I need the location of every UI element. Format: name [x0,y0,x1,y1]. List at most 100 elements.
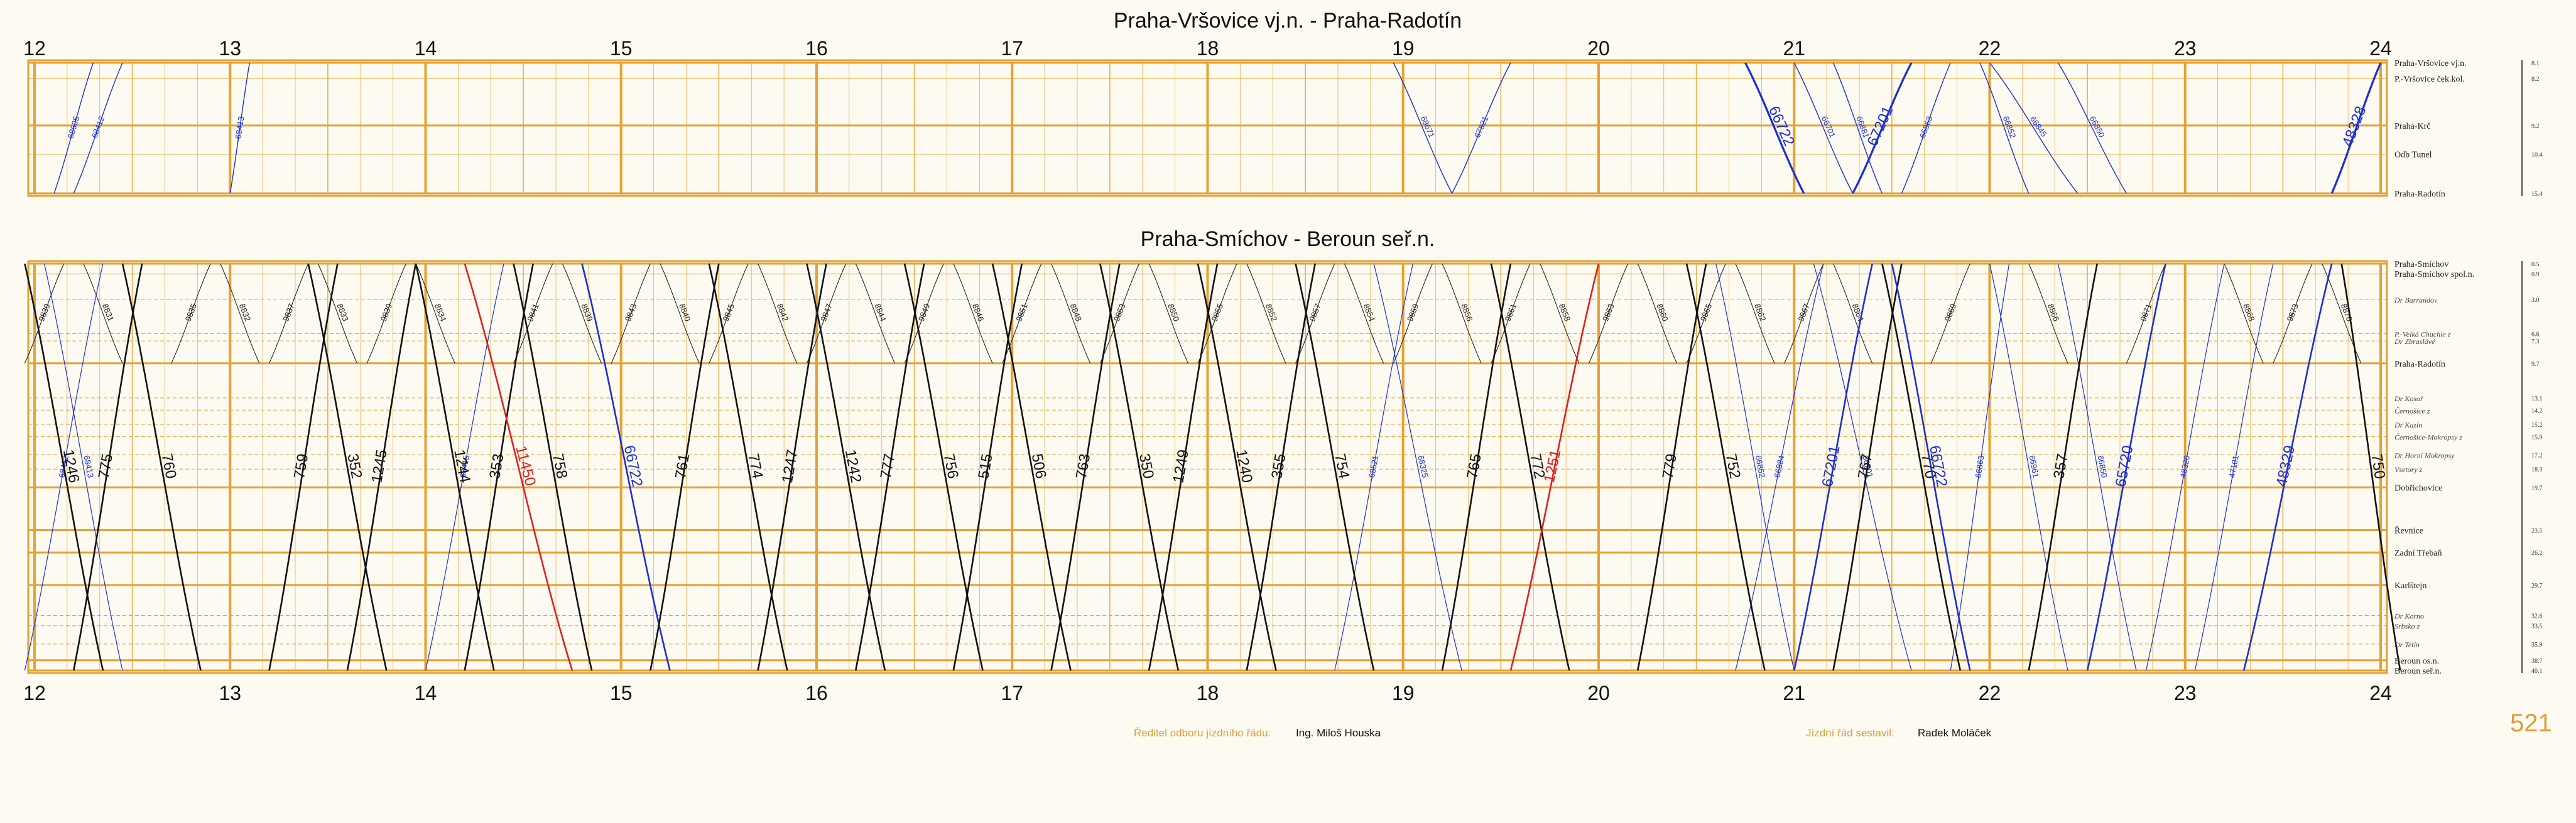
d2-train-path [1197,263,1277,671]
d2-station-km: 14.2 [2531,407,2543,414]
hour-label-bottom: 14 [415,682,437,704]
d2-station-km: 19.7 [2531,485,2543,492]
d2-train-path-label: 779 [1660,453,1680,480]
d2-train-path-label: 67201 [1819,444,1844,488]
d2-freight-train-path-label: 66884 [1772,455,1786,479]
d1-train-path [53,62,94,194]
d2-train-path-label: 774 [744,452,766,480]
d2-local-train-path [83,263,123,363]
d2-train-path-label: 350 [1136,452,1157,480]
hour-label-top: 20 [1587,37,1610,60]
d1-train-path [1901,62,1951,194]
d2-station-km: 0.9 [2531,271,2540,278]
d2-freight-train-path [1715,263,1795,671]
compiler-value: Radek Moláček [1918,727,1992,739]
d2-local-train-path [806,263,847,363]
hour-label-top: 14 [415,37,437,60]
d2-train-path [72,263,143,671]
d1-train-path-label: 66701 [1820,115,1837,139]
d2-train-path-label: 758 [549,452,570,480]
d2-freight-train-path [1334,263,1413,671]
d2-local-train-path-label: 9865 [1698,303,1714,323]
d2-train-path [991,263,1072,671]
d2-local-train-path-label: 9839 [379,303,394,323]
hour-label-bottom: 21 [1783,682,1805,704]
d2-local-train-path [1735,263,1775,363]
d2-train-path-label: 750 [2368,453,2388,480]
d2-station-name: Dr Zbraslávé [2394,337,2435,346]
d2-train-path [2086,263,2166,671]
d2-station-km: 0.5 [2531,261,2540,268]
d2-station-name: Beroun os.n. [2394,657,2439,666]
d1-train-path [1393,62,1453,194]
d2-local-train-path [611,263,651,363]
d1-train-path-label: 66863 [1918,115,1935,139]
d2-local-train-path [1246,263,1286,363]
d2-freight-train-path [1735,263,1824,671]
d2-station-km: 26.2 [2531,550,2543,557]
d2-freight-train-path [2194,263,2274,671]
d2-local-train-path-label: 9869 [1943,303,1959,323]
d1-station-name: Praha-Radotín [2394,190,2445,199]
hour-label-bottom: 17 [1001,682,1023,704]
d2-freight-train-path [2145,263,2225,671]
d2-local-train-path [1344,263,1384,363]
d1-station-name: Praha-Krč [2394,122,2431,131]
d2-local-train-path [1197,263,1237,363]
d2-train-path-label: 48329 [2273,444,2298,488]
d2-local-train-path [268,263,309,363]
d2-local-train-path [1637,263,1678,363]
d2-train-path [757,263,827,671]
d2-local-train-path-label: 9859 [1405,303,1421,323]
d2-local-train-path [758,263,798,363]
d2-local-train-path-label: 9861 [1503,303,1518,323]
hour-label-bottom: 16 [805,682,828,704]
d2-train-path [806,263,886,671]
d2-station-km: 40.1 [2531,668,2543,675]
d2-freight-train-path-label: 68521 [1367,455,1381,478]
d1-train-path [2057,62,2127,194]
d2-local-train-path [415,263,455,363]
d2-local-train-path [904,263,944,363]
d2-train-path-label: 756 [940,452,962,480]
d2-freight-train-path-label: 66850 [2095,455,2109,478]
d2-train-path [581,263,671,671]
hour-label-bottom: 19 [1392,682,1415,704]
d2-local-train-path [1686,263,1726,363]
d1-frame [27,59,2388,197]
hour-label-bottom: 13 [219,682,241,704]
d2-local-train-path [1491,263,1531,363]
hour-label-top: 18 [1197,37,1219,60]
d2-local-train-path [2322,263,2362,363]
d2-station-name: Dr Barrandov [2394,296,2438,304]
d2-local-train-path [1295,263,1335,363]
d2-train-path [1295,263,1375,671]
d2-station-km: 9.7 [2531,361,2540,368]
d1-station-km: 8.1 [2531,60,2540,67]
d1-train-path [1451,62,1511,194]
d2-station-name: Dr Korno [2394,612,2424,621]
d2-train-path-label: 355 [1268,453,1289,480]
d2-station-name: Dr Kazín [2394,421,2422,429]
d2-train-path-label: 1242 [842,448,865,485]
d2-freight-train-path [425,263,504,671]
d2-station-km: 6.6 [2531,331,2540,338]
d2-train-path-label: 353 [486,453,507,480]
d2-train-path-label: 754 [1331,452,1352,480]
d2-station-km: 17.2 [2531,453,2543,460]
d2-freight-train-path [2057,263,2137,671]
d2-train-path [346,263,417,671]
hour-label-top: 22 [1979,37,2001,60]
d2-local-train-path [1099,263,1140,363]
hour-label-top: 15 [610,37,633,60]
d2-local-train-path [24,263,65,363]
d2-local-train-path-label: 9853 [1112,303,1128,323]
hour-label-top: 16 [805,37,828,60]
d2-train-path-label: 761 [672,453,693,480]
d1-train-path-label: 68412 [90,115,107,139]
d2-freight-train-path-label: 68413 [82,455,95,478]
d2-local-train-path [2224,263,2264,363]
d2-station-km: 7.3 [2531,338,2540,345]
d2-station-name: Beroun seř.n. [2394,667,2442,676]
d2-train-path-label: 66722 [621,444,646,488]
